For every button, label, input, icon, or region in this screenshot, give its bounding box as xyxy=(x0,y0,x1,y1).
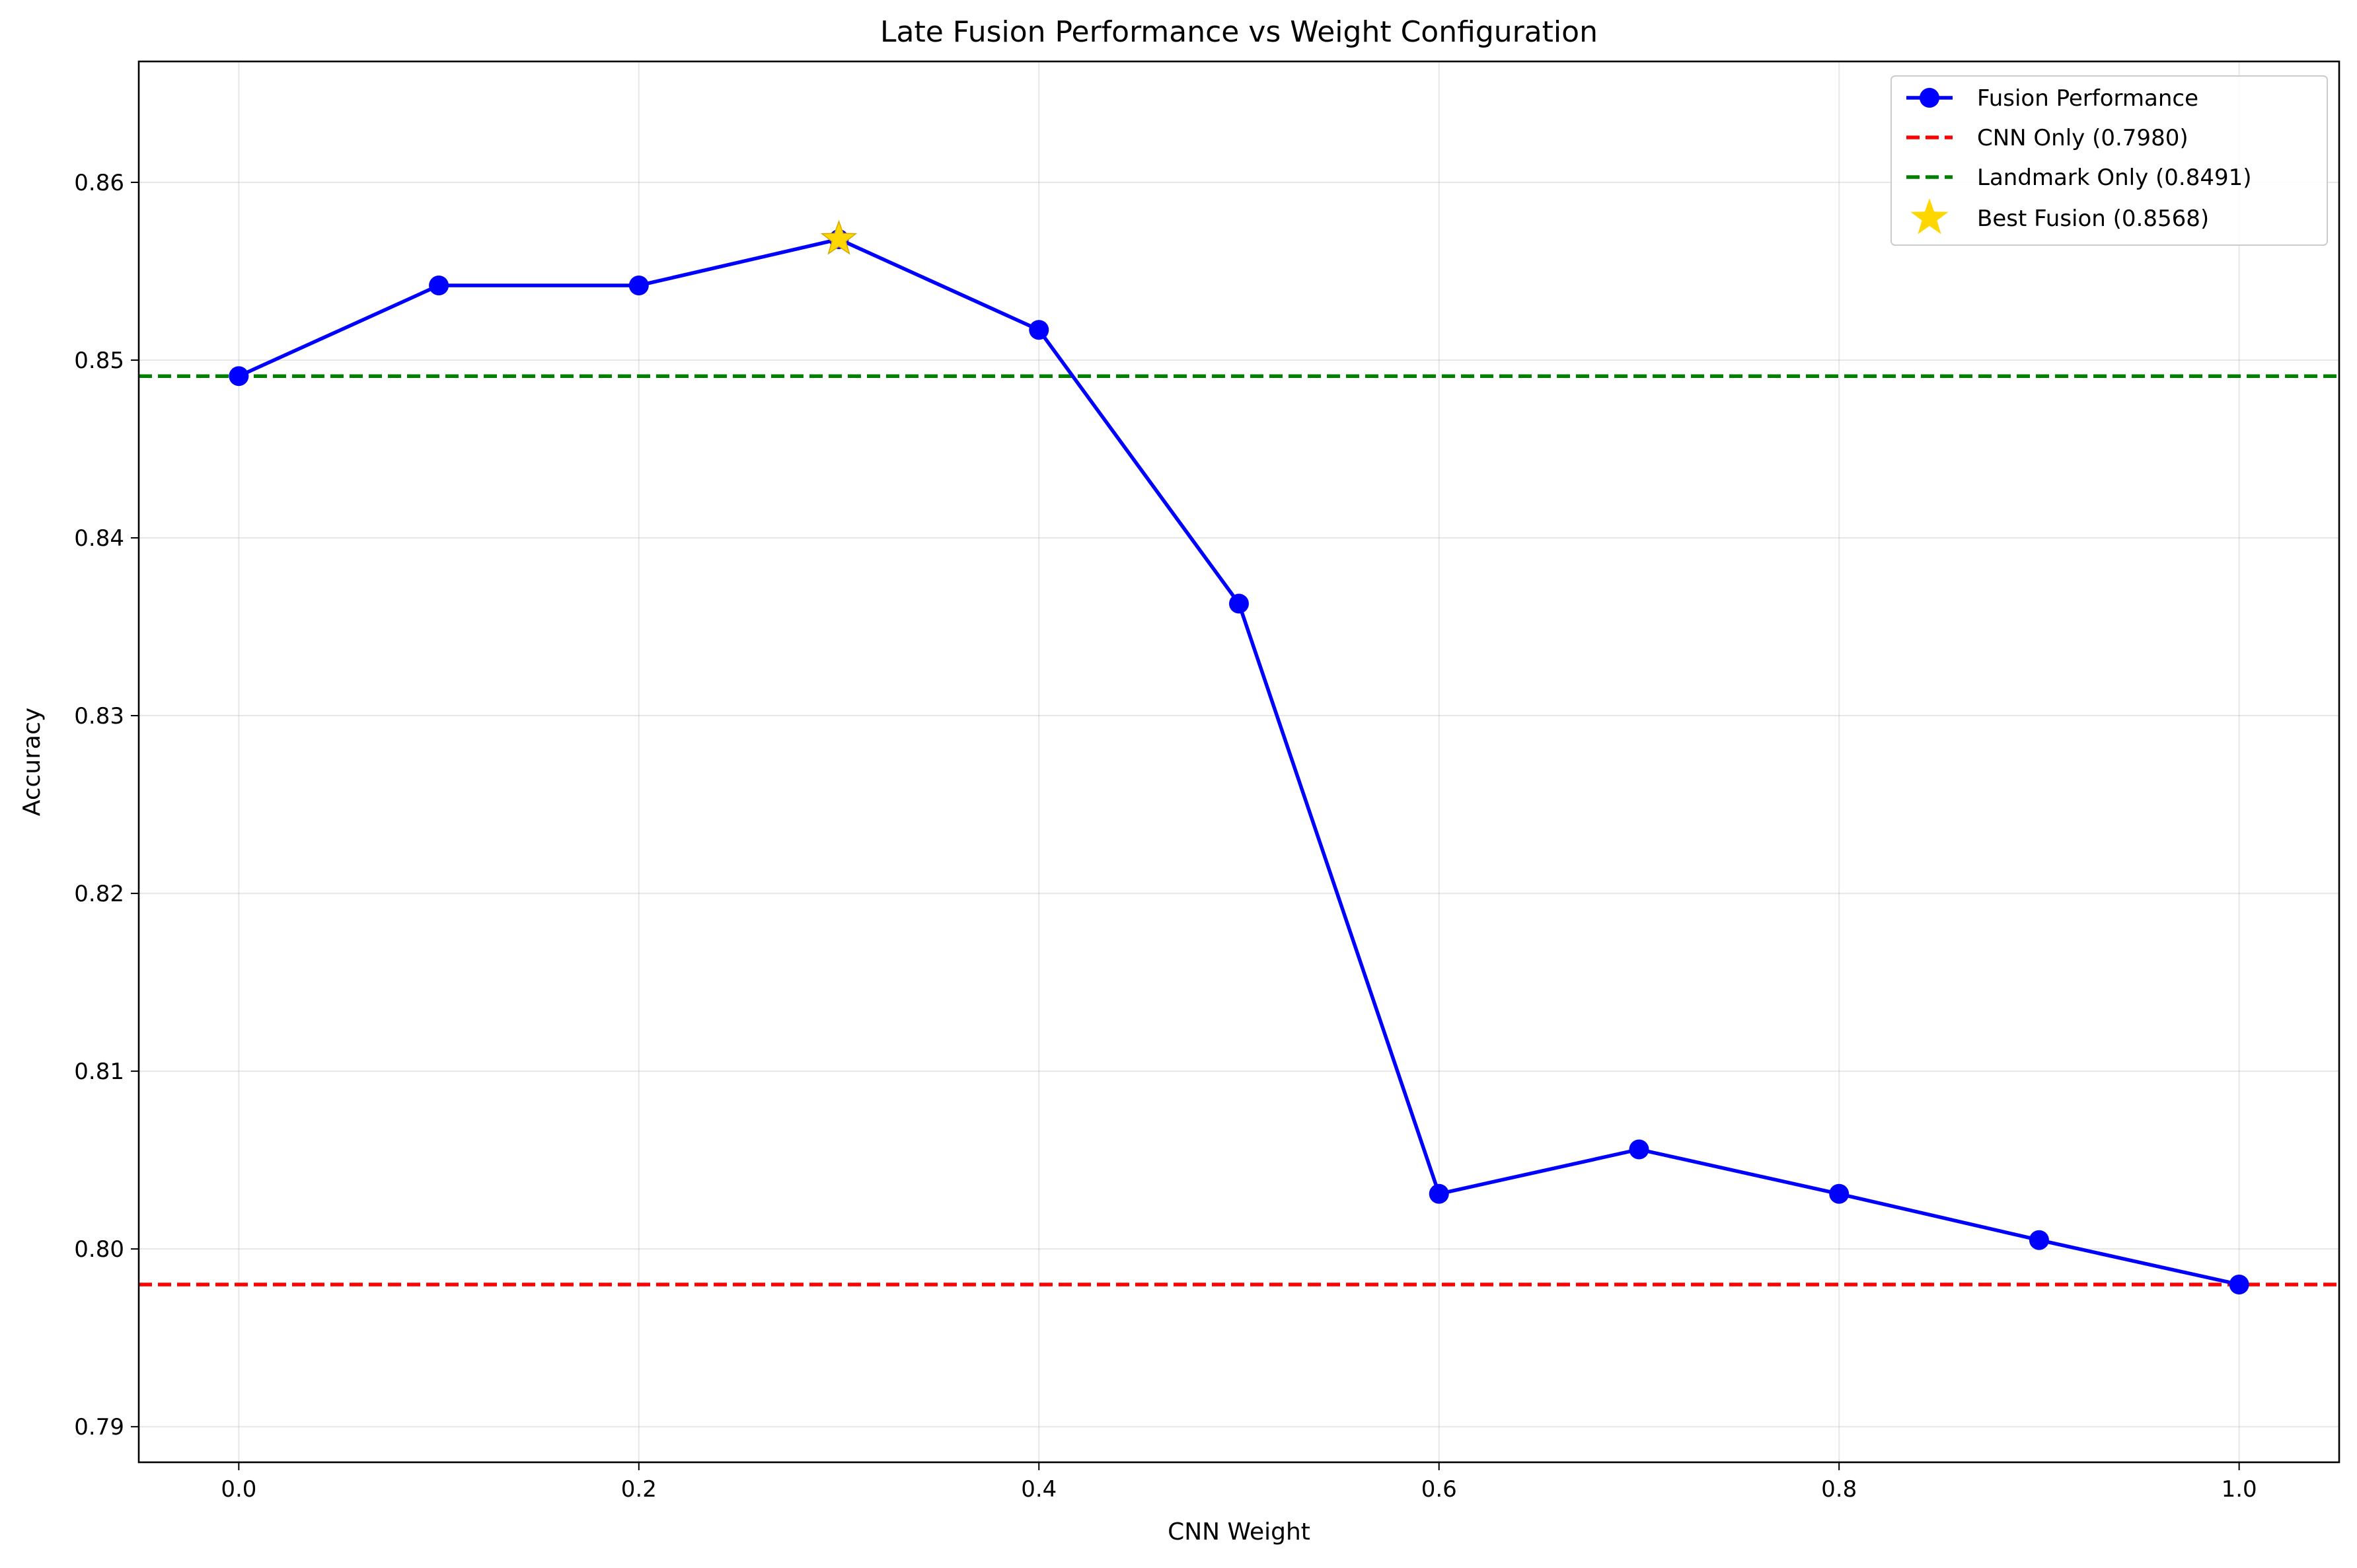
y-axis-label: Accuracy xyxy=(19,708,46,816)
y-tick-label: 0.82 xyxy=(74,881,124,907)
grid xyxy=(139,61,2339,1462)
best-fusion-star xyxy=(820,219,858,255)
reference-lines xyxy=(139,374,2339,1287)
data-point xyxy=(1229,593,1249,614)
legend-entry-label: Fusion Performance xyxy=(1977,85,2198,112)
x-tick-label: 0.6 xyxy=(1421,1476,1457,1503)
x-axis-label: CNN Weight xyxy=(1168,1518,1310,1546)
legend-entry-label: CNN Only (0.7980) xyxy=(1977,125,2189,151)
data-point xyxy=(1629,1139,1649,1160)
y-tick-label: 0.80 xyxy=(74,1236,124,1263)
chart-title: Late Fusion Performance vs Weight Config… xyxy=(880,15,1598,49)
data-point xyxy=(628,275,649,295)
data-point xyxy=(1829,1183,1850,1204)
legend: Fusion Performance CNN Only (0.7980) Landm… xyxy=(1890,75,2328,246)
plot-area-frame xyxy=(137,60,2340,1464)
y-tick-label: 0.86 xyxy=(74,170,124,196)
y-tick-label: 0.83 xyxy=(74,703,124,729)
y-tick-label: 0.81 xyxy=(74,1059,124,1085)
legend-marker xyxy=(1910,198,1949,235)
x-tick-label: 0.2 xyxy=(621,1476,657,1503)
x-tick-label: 0.4 xyxy=(1021,1476,1057,1503)
data-point xyxy=(229,366,249,387)
data-point xyxy=(1429,1183,1449,1204)
data-point xyxy=(1029,320,1049,340)
legend-entry-label: Best Fusion (0.8568) xyxy=(1977,205,2209,232)
legend-marker xyxy=(1920,88,1939,108)
legend-box xyxy=(1890,75,2328,246)
x-tick-label: 1.0 xyxy=(2222,1476,2257,1503)
legend-entry-label: Landmark Only (0.8491) xyxy=(1977,165,2252,191)
y-tick-label: 0.85 xyxy=(74,348,124,374)
series-layer xyxy=(229,219,2249,1294)
data-point xyxy=(429,275,449,295)
data-point xyxy=(2229,1274,2249,1294)
x-tick-label: 0.0 xyxy=(221,1476,256,1503)
data-point xyxy=(2029,1230,2049,1250)
y-tick-label: 0.84 xyxy=(74,525,124,552)
x-tick-label: 0.8 xyxy=(1821,1476,1857,1503)
ticks: 0.0 0.2 0.4 0.6 0.8 1.0 0.79 0.80 0.81 0.82 0.83 0.… xyxy=(74,170,2257,1503)
y-tick-label: 0.79 xyxy=(74,1414,124,1440)
